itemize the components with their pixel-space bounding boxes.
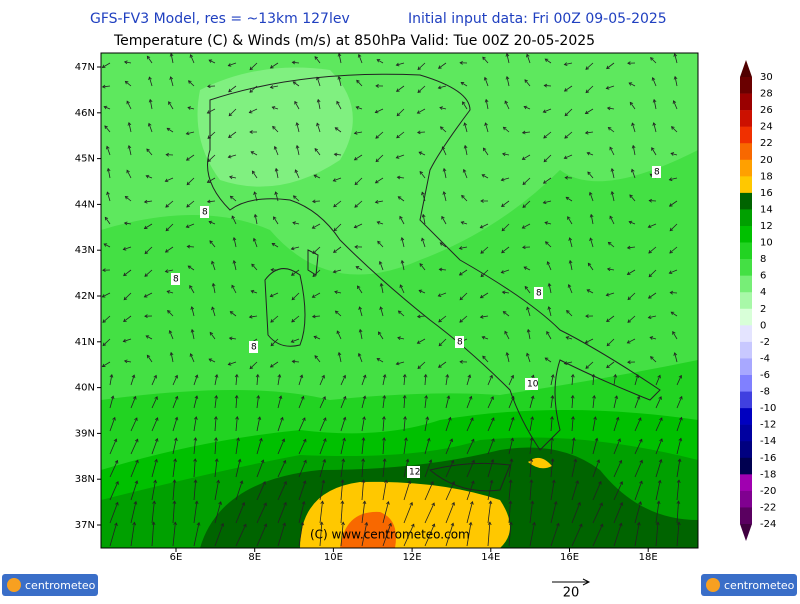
colorbar-label: -12 — [760, 420, 776, 431]
copyright: (C) www.centrometeo.com — [310, 528, 470, 542]
latitude-label: 42N — [75, 291, 95, 302]
latitude-label: 47N — [75, 62, 95, 73]
contour-label: 10 — [527, 380, 539, 390]
colorbar-label: -4 — [760, 353, 770, 364]
colorbar-label: 16 — [760, 188, 773, 199]
colorbar-label: 28 — [760, 89, 773, 100]
logo-text: centrometeo — [724, 579, 795, 592]
colorbar-label: 4 — [760, 287, 766, 298]
colorbar-label: 10 — [760, 238, 773, 249]
latitude-label: 46N — [75, 108, 95, 119]
colorbar-label: -6 — [760, 370, 770, 381]
colorbar-band — [740, 127, 752, 144]
colorbar-label: 26 — [760, 105, 773, 116]
colorbar-band — [740, 243, 752, 260]
colorbar-band — [740, 358, 752, 375]
contour-label: 8 — [536, 289, 542, 299]
latitude-label: 39N — [75, 428, 95, 439]
colorbar-band — [740, 491, 752, 508]
logo-left: centrometeo — [2, 574, 98, 596]
colorbar-label: 14 — [760, 204, 773, 215]
longitude-label: 6E — [170, 552, 183, 563]
colorbar-label: -16 — [760, 453, 776, 464]
wind-scale: 20 — [563, 586, 580, 601]
colorbar-label: -18 — [760, 469, 776, 480]
model-text: GFS-FV3 Model, res = ~13km 127lev — [90, 11, 350, 27]
latitude-label: 41N — [75, 337, 95, 348]
colorbar-band — [740, 507, 752, 524]
colorbar-label: 20 — [760, 155, 773, 166]
colorbar-label: -8 — [760, 387, 770, 398]
contour-label: 12 — [409, 468, 420, 478]
contour-label: 8 — [457, 338, 463, 348]
colorbar-band — [740, 226, 752, 243]
colorbar-band — [740, 392, 752, 409]
colorbar-band — [740, 110, 752, 127]
colorbar-label: -24 — [760, 519, 776, 530]
colorbar-bottom — [740, 524, 752, 541]
latitude-label: 44N — [75, 199, 95, 210]
colorbar-band — [740, 342, 752, 359]
latitude-label: 38N — [75, 474, 95, 485]
colorbar-label: -20 — [760, 486, 776, 497]
colorbar-label: 22 — [760, 138, 773, 149]
colorbar-band — [740, 143, 752, 160]
contour-label: 8 — [654, 168, 660, 178]
colorbar-band — [740, 94, 752, 111]
longitude-label: 16E — [560, 552, 579, 563]
colorbar-label: 18 — [760, 171, 773, 182]
longitude-label: 8E — [248, 552, 261, 563]
colorbar-label: 30 — [760, 72, 773, 83]
contour-label: 8 — [202, 208, 208, 218]
subtitle: Temperature (C) & Winds (m/s) at 850hPa … — [113, 33, 595, 49]
contour-label: 8 — [251, 343, 257, 353]
colorbar-band — [740, 309, 752, 326]
colorbar-label: 2 — [760, 304, 766, 315]
logo-right: centrometeo — [701, 574, 797, 596]
init-text: Initial input data: Fri 00Z 09-05-2025 — [408, 11, 667, 27]
latitude-label: 43N — [75, 245, 95, 256]
colorbar-label: 24 — [760, 122, 773, 133]
colorbar-band — [740, 425, 752, 442]
colorbar-label: -14 — [760, 436, 776, 447]
colorbar-band — [740, 375, 752, 392]
longitude-label: 12E — [403, 552, 422, 563]
colorbar-band — [740, 209, 752, 226]
colorbar-band — [740, 276, 752, 293]
longitude-label: 18E — [639, 552, 658, 563]
longitude-label: 10E — [324, 552, 343, 563]
colorbar-band — [740, 292, 752, 309]
latitude-label: 37N — [75, 520, 95, 531]
colorbar-band — [740, 325, 752, 342]
colorbar-label: 6 — [760, 271, 766, 282]
longitude-label: 14E — [481, 552, 500, 563]
colorbar-band — [740, 160, 752, 177]
colorbar-band — [740, 193, 752, 210]
latitude-label: 40N — [75, 383, 95, 394]
colorbar-band — [740, 458, 752, 475]
colorbar-label: 12 — [760, 221, 773, 232]
colorbar-label: -10 — [760, 403, 776, 414]
colorbar-band — [740, 77, 752, 94]
colorbar-label: -22 — [760, 502, 776, 513]
colorbar-band — [740, 176, 752, 193]
colorbar-label: -2 — [760, 337, 770, 348]
colorbar-band — [740, 474, 752, 491]
colorbar-band — [740, 259, 752, 276]
colorbar-label: 0 — [760, 320, 766, 331]
map-field — [101, 53, 698, 548]
colorbar-band — [740, 441, 752, 458]
latitude-label: 45N — [75, 154, 95, 165]
colorbar-label: 8 — [760, 254, 766, 265]
colorbar-band — [740, 408, 752, 425]
logo-text: centrometeo — [25, 579, 96, 592]
contour-label: 8 — [173, 275, 179, 285]
colorbar-top — [740, 60, 752, 77]
